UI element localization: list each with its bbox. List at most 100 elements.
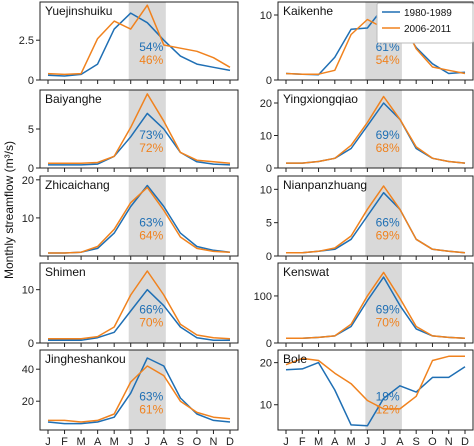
panel-frame	[277, 175, 474, 257]
panel-title: Bole	[283, 352, 307, 366]
percent-label-1980-1989: 54%	[139, 40, 163, 54]
panel-title: Jingheshankou	[45, 352, 126, 366]
panel-zhicaichang: 10 20 Zhicaichang 63%64%	[22, 175, 239, 260]
y-tick-label: 20	[260, 358, 272, 370]
percent-label-2006-2011: 64%	[139, 228, 163, 242]
percent-label-2006-2011: 72%	[139, 141, 163, 155]
x-tick-label: M	[314, 436, 323, 446]
x-tick-label: S	[177, 436, 184, 446]
percent-label-1980-1989: 69%	[376, 302, 400, 316]
panel-title: Baiyanghe	[45, 92, 102, 106]
percent-label-1980-1989: 66%	[376, 215, 400, 229]
x-tick-label: M	[347, 436, 356, 446]
panel-nianpanzhuang: 0 5 10 Nianpanzhuang 66%69%	[260, 175, 474, 263]
panel-kenswat: 0 100 Kenswat 69%70%	[254, 262, 474, 350]
panel-title: Shimen	[45, 265, 86, 279]
percent-label-2006-2011: 70%	[139, 315, 163, 329]
panel-frame	[277, 262, 474, 344]
x-tick-label: J	[283, 436, 289, 446]
percent-label-1980-1989: 66%	[139, 302, 163, 316]
series-line-2006-2011	[285, 355, 465, 410]
x-tick-label: A	[94, 436, 102, 446]
summer-shading	[128, 176, 166, 256]
y-tick-label: 0	[266, 163, 272, 175]
percent-label-1980-1989: 63%	[139, 215, 163, 229]
x-tick-label: M	[77, 436, 86, 446]
x-tick-label: D	[461, 436, 469, 446]
series-line-2006-2011	[47, 4, 231, 76]
series-line-1980-1989	[285, 361, 466, 427]
series-line-2006-2011	[286, 271, 466, 340]
percent-label-2006-2011: 61%	[139, 402, 163, 416]
panel-frame	[39, 262, 239, 344]
legend-box	[376, 2, 474, 44]
series-line-2006-2011	[285, 14, 466, 75]
x-tick-label: A	[160, 436, 168, 446]
percent-label-2006-2011: 68%	[376, 141, 400, 155]
y-tick-label: 2.5	[19, 35, 34, 47]
percent-label-2006-2011: 12%	[376, 402, 400, 416]
percent-label-2006-2011: 54%	[376, 53, 400, 67]
y-tick-label: 20	[22, 175, 34, 187]
series-line-1980-1989	[48, 288, 230, 342]
x-tick-label: N	[209, 436, 217, 446]
panel-baiyanghe: 0 5 Baiyanghe 73%72%	[28, 89, 239, 175]
percent-label-1980-1989: 69%	[376, 128, 400, 142]
x-tick-label: J	[45, 436, 51, 446]
x-tick-label: F	[299, 436, 306, 446]
x-tick-label: M	[110, 436, 119, 446]
y-tick-label: 5	[28, 124, 34, 136]
y-tick-label: 100	[254, 291, 272, 303]
y-tick-label: 0	[266, 251, 272, 263]
y-tick-label: 10	[22, 285, 34, 297]
series-line-2006-2011	[48, 270, 231, 340]
panel-frame	[39, 1, 239, 81]
panel-title: Zhicaichang	[45, 178, 110, 192]
y-tick-label: 20	[260, 98, 272, 110]
panel-frame	[39, 175, 239, 257]
y-tick-label: 10	[260, 131, 272, 143]
x-tick-label: O	[428, 436, 437, 446]
y-tick-label: 10	[260, 184, 272, 196]
y-tick-label: 0	[266, 75, 272, 87]
y-axis-label: Monthly streamflow (m³/s)	[2, 141, 16, 279]
percent-label-2006-2011: 70%	[376, 315, 400, 329]
panel-title: Yingxiongqiao	[283, 92, 358, 106]
x-tick-label: N	[445, 436, 453, 446]
percent-label-1980-1989: 19%	[376, 389, 400, 403]
percent-label-2006-2011: 46%	[139, 53, 163, 67]
y-tick-label: 10	[260, 10, 272, 22]
x-tick-label: J	[365, 436, 371, 446]
series-line-1980-1989	[48, 112, 231, 166]
x-tick-label: J	[128, 436, 134, 446]
summer-shading	[365, 350, 402, 430]
summer-shading	[365, 263, 402, 343]
summer-shading	[128, 263, 166, 343]
percent-label-1980-1989: 63%	[139, 389, 163, 403]
series-line-2006-2011	[48, 365, 231, 423]
y-tick-label: 0	[28, 163, 34, 175]
summer-shading	[365, 176, 402, 256]
percent-label-2006-2011: 69%	[376, 228, 400, 242]
y-tick-label: 0	[28, 338, 34, 350]
y-tick-label: 10	[22, 213, 34, 225]
y-tick-label: 40	[22, 364, 34, 376]
panel-shimen: 0 10 Shimen 66%70%	[22, 262, 239, 350]
series-line-2006-2011	[286, 185, 466, 254]
panel-yuejinshuiku: 0 2.5 Yuejinshuiku 54%46%	[19, 1, 239, 87]
x-tick-label: A	[396, 436, 404, 446]
y-tick-label: 0	[266, 338, 272, 350]
legend: 1980-1989 2006-2011	[376, 2, 474, 44]
x-tick-label: O	[193, 436, 202, 446]
panel-frame	[277, 349, 474, 431]
y-tick-label: 20	[22, 396, 34, 408]
x-tick-label: S	[413, 436, 420, 446]
summer-shading	[128, 90, 166, 168]
series-line-1980-1989	[47, 357, 231, 425]
panel-title: Kaikenhe	[283, 4, 333, 18]
y-tick-label: 5	[266, 218, 272, 230]
x-tick-label: F	[61, 436, 68, 446]
